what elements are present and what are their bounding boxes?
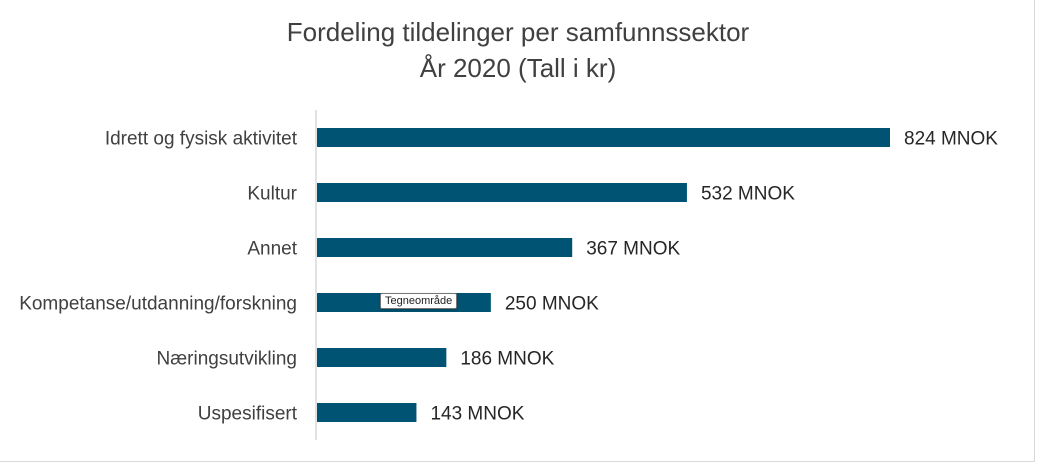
category-label: Kultur: [247, 184, 297, 205]
category-label: Uspesifisert: [198, 404, 298, 425]
category-label: Idrett og fysisk aktivitet: [105, 129, 298, 150]
category-label: Kompetanse/utdanning/forskning: [19, 294, 297, 315]
bar[interactable]: [317, 348, 447, 367]
category-label: Næringsutvikling: [157, 349, 297, 370]
chart-subtitle: År 2020 (Tall i kr): [420, 53, 617, 83]
category-label: Annet: [247, 239, 297, 260]
bar[interactable]: [317, 238, 573, 257]
bar[interactable]: [317, 403, 417, 422]
value-label: 143 MNOK: [430, 404, 524, 425]
bar[interactable]: [317, 183, 687, 202]
value-label: 367 MNOK: [586, 239, 680, 260]
value-label: 532 MNOK: [701, 184, 795, 205]
chart-title: Fordeling tildelinger per samfunnssektor: [287, 17, 750, 47]
value-label: 824 MNOK: [904, 129, 998, 150]
chart-area-tooltip: Tegneområde: [380, 293, 458, 309]
value-label: 186 MNOK: [460, 349, 554, 370]
value-label: 250 MNOK: [505, 294, 599, 315]
bar[interactable]: [317, 128, 890, 147]
